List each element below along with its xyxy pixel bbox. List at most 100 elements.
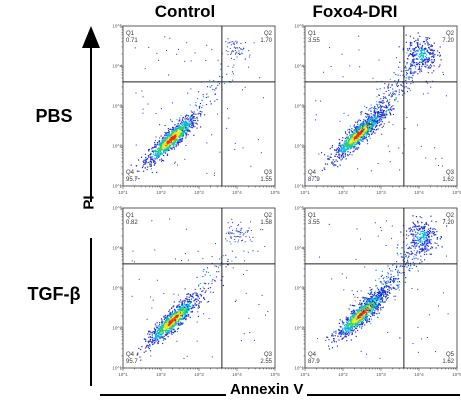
event-dot bbox=[374, 120, 376, 122]
event-dot bbox=[371, 122, 373, 124]
event-dot bbox=[343, 147, 345, 149]
event-dot bbox=[184, 309, 186, 311]
event-dot bbox=[163, 140, 165, 142]
event-dot bbox=[337, 149, 340, 152]
event-dot bbox=[355, 136, 357, 139]
x-tick-label: 10^5 bbox=[452, 372, 461, 377]
event-dot bbox=[239, 236, 241, 238]
event-dot bbox=[383, 114, 385, 117]
event-dot bbox=[414, 67, 416, 69]
event-dot bbox=[236, 228, 238, 230]
event-dot bbox=[196, 127, 198, 129]
event-dot bbox=[181, 304, 183, 306]
event-dot bbox=[198, 285, 200, 287]
event-dot bbox=[214, 279, 216, 281]
event-dot bbox=[345, 324, 347, 326]
event-dot bbox=[170, 327, 173, 329]
event-dot bbox=[154, 163, 156, 165]
event-dot bbox=[209, 79, 211, 81]
event-dot bbox=[377, 306, 379, 308]
event-dot bbox=[159, 150, 161, 152]
event-dot bbox=[204, 291, 206, 293]
event-dot bbox=[365, 308, 367, 310]
event-dot bbox=[352, 322, 354, 324]
event-dot bbox=[375, 301, 377, 303]
event-dot bbox=[166, 141, 168, 143]
event-dot bbox=[185, 306, 187, 308]
event-dot bbox=[359, 126, 362, 129]
event-dot bbox=[368, 318, 370, 320]
event-dot bbox=[381, 105, 383, 107]
plot-tgf-beta-control: 10^1 10^1 10^2 10^2 10^3 10^3 10^4 10^4 10^5 10^5… bbox=[112, 206, 280, 378]
event-dot bbox=[374, 107, 376, 109]
event-dot bbox=[406, 82, 408, 84]
event-dot bbox=[352, 136, 354, 138]
event-dot bbox=[184, 310, 186, 312]
event-dot bbox=[364, 311, 366, 313]
event-dot bbox=[172, 313, 174, 315]
event-dot bbox=[383, 87, 385, 89]
event-dot bbox=[362, 129, 364, 132]
event-dot bbox=[391, 106, 393, 108]
event-dot bbox=[381, 290, 383, 292]
event-dot bbox=[333, 149, 336, 151]
event-dot bbox=[172, 331, 174, 333]
event-dot bbox=[155, 149, 157, 151]
event-dot bbox=[156, 150, 158, 153]
event-dot bbox=[172, 131, 174, 134]
event-dot bbox=[340, 159, 342, 161]
event-dot bbox=[342, 150, 344, 152]
event-dot bbox=[181, 316, 184, 318]
event-dot bbox=[185, 121, 187, 123]
event-dot bbox=[342, 153, 344, 155]
event-dot bbox=[340, 334, 342, 336]
event-dot bbox=[357, 314, 359, 316]
event-dot bbox=[364, 318, 366, 320]
event-dot bbox=[349, 318, 351, 320]
event-dot bbox=[189, 126, 191, 128]
event-dot bbox=[164, 327, 167, 329]
event-cloud bbox=[317, 215, 449, 359]
event-dot bbox=[331, 162, 333, 164]
event-dot bbox=[170, 329, 172, 331]
event-dot bbox=[179, 306, 181, 308]
event-dot bbox=[366, 107, 368, 109]
event-dot bbox=[166, 323, 168, 326]
event-dot bbox=[349, 322, 352, 324]
event-dot bbox=[409, 71, 411, 73]
y-tick-label: 10^4 bbox=[294, 64, 304, 69]
event-dot bbox=[150, 168, 152, 170]
event-dot bbox=[406, 58, 409, 60]
event-dot bbox=[419, 55, 422, 58]
event-dot bbox=[342, 76, 344, 78]
event-dot bbox=[330, 153, 332, 155]
quadrant-name: Q4 bbox=[308, 170, 317, 176]
event-dot bbox=[350, 134, 352, 136]
event-dot bbox=[433, 56, 435, 58]
event-dot bbox=[364, 305, 366, 307]
event-dot bbox=[410, 70, 412, 72]
event-dot bbox=[346, 147, 348, 149]
event-dot bbox=[392, 93, 394, 95]
event-dot bbox=[369, 304, 371, 306]
event-dot bbox=[411, 44, 413, 46]
event-dot bbox=[143, 161, 145, 164]
event-dot bbox=[405, 74, 407, 76]
event-dot bbox=[382, 100, 384, 102]
event-dot bbox=[373, 110, 375, 112]
event-cloud bbox=[314, 32, 447, 178]
event-dot bbox=[181, 129, 184, 131]
event-dot bbox=[162, 325, 164, 327]
event-dot bbox=[200, 282, 202, 285]
event-dot bbox=[414, 55, 416, 57]
event-dot bbox=[144, 153, 147, 155]
event-dot bbox=[176, 135, 178, 138]
event-dot bbox=[426, 57, 428, 59]
event-dot bbox=[345, 141, 347, 143]
event-dot bbox=[351, 321, 353, 323]
event-dot bbox=[206, 172, 208, 174]
event-dot bbox=[159, 147, 162, 149]
event-dot bbox=[365, 124, 367, 127]
event-dot bbox=[352, 325, 354, 328]
event-dot bbox=[405, 77, 407, 79]
